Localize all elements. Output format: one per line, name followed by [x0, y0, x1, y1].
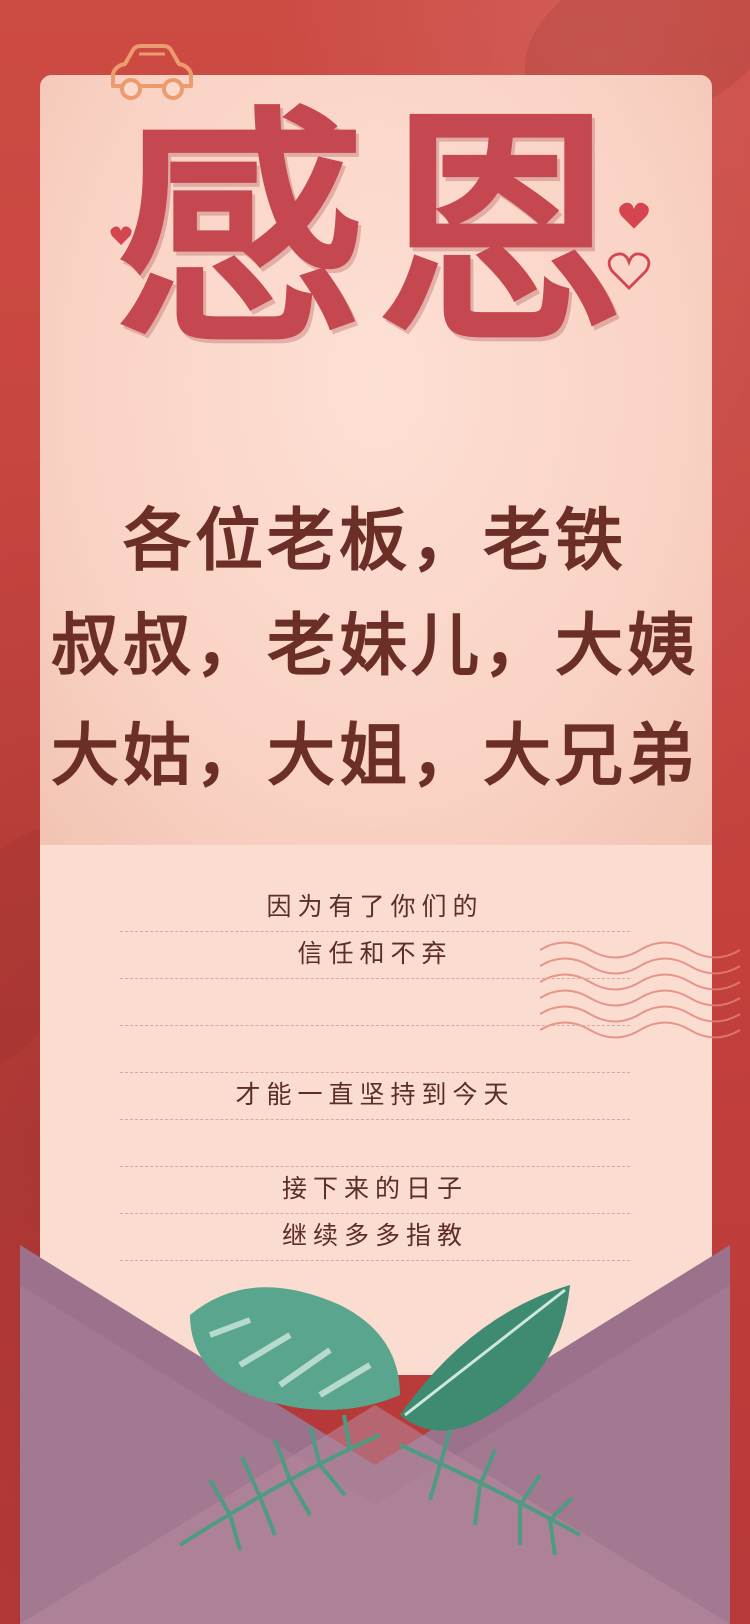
letter-line: [120, 979, 630, 1026]
letter-line: 才能一直坚持到今天: [120, 1073, 630, 1120]
letter-line: 继续多多指教: [120, 1214, 630, 1261]
heart-icon: [619, 202, 649, 229]
heart-outline-icon: [607, 252, 651, 290]
letter-paper: [40, 75, 712, 1375]
letter-body-area: [40, 845, 712, 1375]
postmark-wave-icon: [540, 941, 741, 1039]
letter-line: [120, 1120, 630, 1167]
letter-line: 因为有了你们的: [120, 885, 630, 932]
leaf-decoration: [178, 1285, 581, 1556]
letter-header-area: [40, 75, 712, 845]
letter-line: 信任和不弃: [120, 932, 630, 979]
letter-lines: 因为有了你们的 信任和不弃 才能一直坚持到今天 接下来的日子 继续多多指教: [120, 885, 630, 1261]
feather-leaf-icon: [400, 1285, 570, 1431]
greeting-line-1: 各位老板，老铁: [122, 501, 627, 581]
heart-icon: [110, 226, 132, 245]
greeting-line-2: 叔叔，老妹儿，大姨: [50, 606, 699, 686]
letter-line: [120, 1026, 630, 1073]
monstera-leaf-icon: [190, 1287, 400, 1410]
car-icon: [111, 44, 193, 100]
letter-line: 接下来的日子: [120, 1167, 630, 1214]
page-title: 感恩: [115, 83, 635, 377]
palm-leaf-icon: [178, 1414, 581, 1556]
greeting-line-3: 大姑，大姐，大兄弟: [50, 716, 699, 796]
